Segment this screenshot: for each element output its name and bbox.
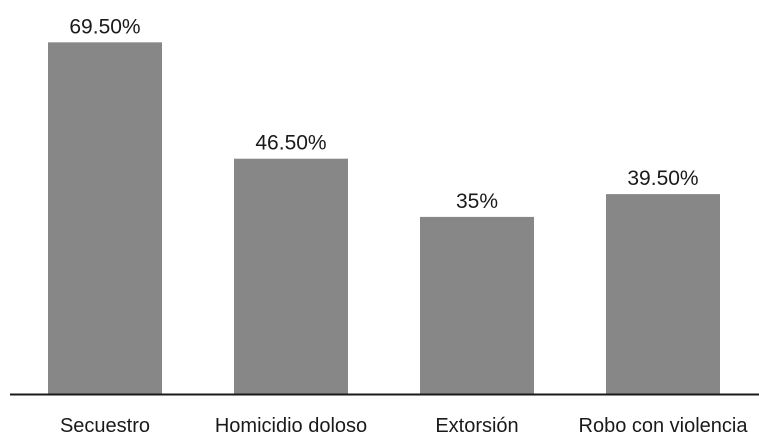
category-label-1: Homicidio doloso — [215, 415, 367, 437]
category-labels-group: Secuestro Homicidio doloso Extorsión Robo c… — [60, 415, 748, 437]
value-label-2: 35% — [456, 190, 498, 213]
bar-3 — [606, 194, 720, 394]
value-label-0: 69.50% — [69, 15, 140, 38]
bars-group — [48, 42, 720, 394]
value-label-1: 46.50% — [255, 132, 326, 155]
category-label-3: Robo con violencia — [579, 415, 749, 437]
category-label-0: Secuestro — [60, 415, 150, 437]
bar-2 — [420, 216, 534, 394]
bar-1 — [234, 158, 348, 394]
value-labels-group: 69.50% 46.50% 35% 39.50% — [69, 15, 698, 213]
category-label-2: Extorsión — [435, 415, 518, 437]
bar-0 — [48, 42, 162, 394]
value-label-3: 39.50% — [627, 167, 698, 190]
